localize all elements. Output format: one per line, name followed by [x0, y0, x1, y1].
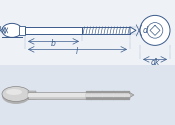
Bar	[112, 91, 114, 99]
Text: dk: dk	[150, 58, 160, 67]
Text: l: l	[76, 47, 78, 56]
Bar	[126, 94, 127, 96]
Bar	[86, 94, 87, 96]
Ellipse shape	[6, 89, 22, 95]
Bar	[86, 91, 87, 99]
Bar	[28, 94, 128, 96]
Bar	[95, 94, 96, 96]
Bar	[106, 91, 107, 99]
Bar	[99, 94, 100, 96]
Ellipse shape	[2, 86, 30, 102]
Bar	[121, 91, 122, 99]
Bar	[97, 91, 98, 99]
Bar	[25, 27, 82, 34]
Bar	[93, 91, 94, 99]
Circle shape	[147, 23, 163, 38]
Bar	[119, 94, 120, 96]
Bar	[115, 91, 116, 99]
Bar	[121, 94, 122, 96]
Bar	[82, 27, 130, 34]
Bar	[28, 92, 128, 98]
Text: b: b	[51, 39, 55, 48]
Bar	[101, 94, 103, 96]
Bar	[19, 26, 25, 35]
Bar	[101, 91, 103, 99]
Bar	[112, 94, 114, 96]
Bar	[117, 91, 118, 99]
Bar	[115, 94, 116, 96]
Bar	[28, 91, 36, 99]
Ellipse shape	[2, 88, 30, 104]
Bar	[128, 91, 129, 99]
Bar	[106, 94, 107, 96]
Bar	[93, 94, 94, 96]
Bar	[119, 91, 120, 99]
Bar	[99, 91, 100, 99]
Bar	[123, 94, 124, 96]
Polygon shape	[128, 92, 134, 98]
Bar	[104, 94, 105, 96]
Bar	[90, 94, 92, 96]
Bar	[117, 94, 118, 96]
Bar	[95, 91, 96, 99]
Bar	[88, 94, 89, 96]
Bar	[123, 91, 124, 99]
Bar	[97, 94, 98, 96]
Text: d: d	[143, 26, 148, 35]
Bar	[90, 91, 92, 99]
Bar	[128, 94, 129, 96]
Bar	[126, 91, 127, 99]
Ellipse shape	[2, 23, 22, 37]
Bar	[108, 91, 109, 99]
Bar	[110, 94, 111, 96]
Bar	[88, 91, 89, 99]
Bar	[108, 94, 109, 96]
Bar	[104, 91, 105, 99]
Circle shape	[140, 15, 170, 45]
Polygon shape	[130, 27, 136, 34]
Bar	[110, 91, 111, 99]
Text: k: k	[0, 26, 3, 35]
